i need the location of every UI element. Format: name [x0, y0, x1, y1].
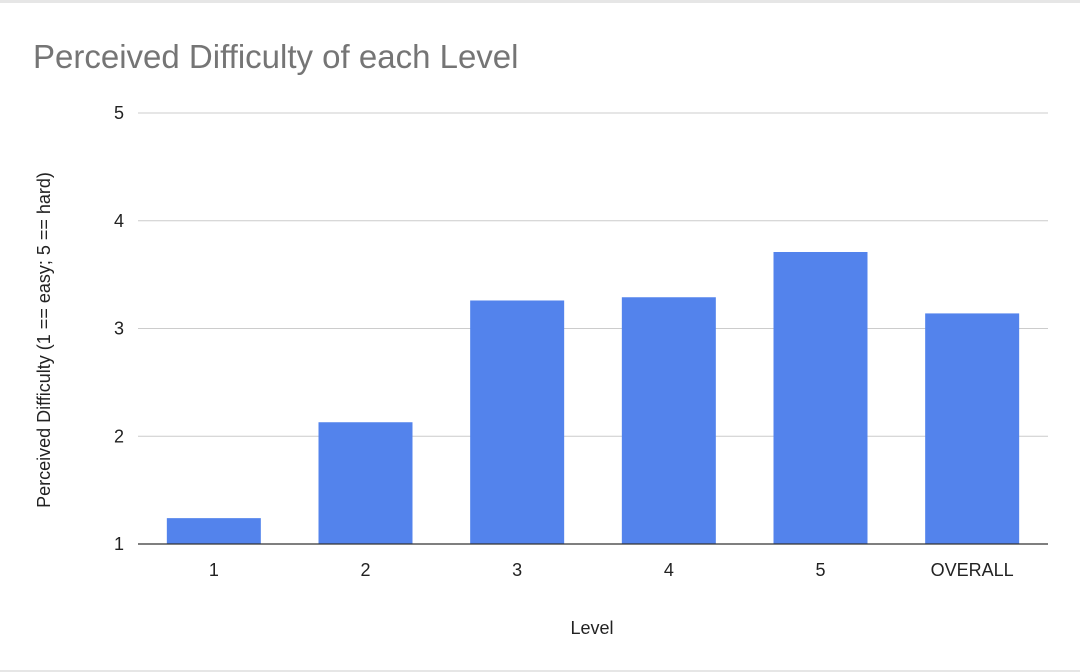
x-tick-label: 2 — [360, 560, 370, 580]
top-divider — [0, 0, 1080, 3]
y-tick-label: 5 — [114, 103, 124, 123]
bar-series — [166, 251, 1020, 544]
x-tick-label: OVERALL — [931, 560, 1014, 580]
y-axis-title: Perceived Difficulty (1 == easy; 5 == ha… — [34, 172, 54, 508]
x-tick-label: 5 — [815, 560, 825, 580]
bar-1 — [166, 518, 261, 544]
gridlines — [138, 112, 1048, 437]
x-tick-label: 1 — [209, 560, 219, 580]
y-tick-label: 1 — [114, 534, 124, 554]
x-axis-title: Level — [570, 618, 613, 638]
bar-5 — [773, 251, 868, 544]
chart-title: Perceived Difficulty of each Level — [33, 38, 519, 75]
x-tick-label: 3 — [512, 560, 522, 580]
y-tick-labels: 1 2 3 4 5 — [114, 103, 124, 554]
y-tick-label: 3 — [114, 319, 124, 339]
bar-4 — [621, 297, 716, 544]
bar-2 — [318, 422, 413, 544]
bar-3 — [470, 300, 565, 544]
y-tick-label: 2 — [114, 426, 124, 446]
x-tick-labels: 1 2 3 4 5 OVERALL — [209, 560, 1014, 580]
bottom-divider — [0, 670, 1080, 672]
x-tick-label: 4 — [664, 560, 674, 580]
y-tick-label: 4 — [114, 211, 124, 231]
bar-overall — [925, 313, 1020, 544]
